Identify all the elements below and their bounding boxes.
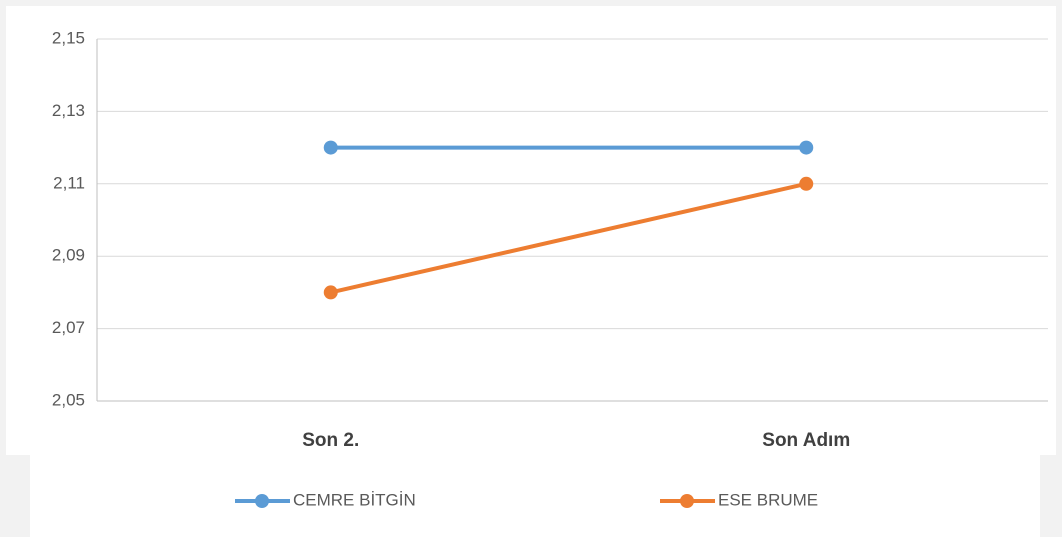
legend-label: ESE BRUME [718,490,818,509]
y-tick-label: 2,05 [52,390,85,409]
series-line [328,181,809,295]
data-point [799,176,814,191]
data-point [323,285,338,300]
legend-marker [680,494,694,508]
y-tick-label: 2,11 [53,173,85,192]
y-tick-label: 2,07 [52,318,85,337]
y-tick-label: 2,15 [52,28,85,47]
legend-margin [1040,455,1056,537]
data-point [323,140,338,155]
legend-label: CEMRE BİTGİN [293,490,416,509]
y-tick-label: 2,13 [52,101,85,120]
chart-area [6,6,1056,537]
x-tick-label: Son Adım [762,430,850,451]
legend-margin [6,455,30,537]
x-tick-label: Son 2. [302,430,359,451]
legend-marker [255,494,269,508]
data-point [799,140,814,155]
y-tick-label: 2,09 [52,246,85,265]
